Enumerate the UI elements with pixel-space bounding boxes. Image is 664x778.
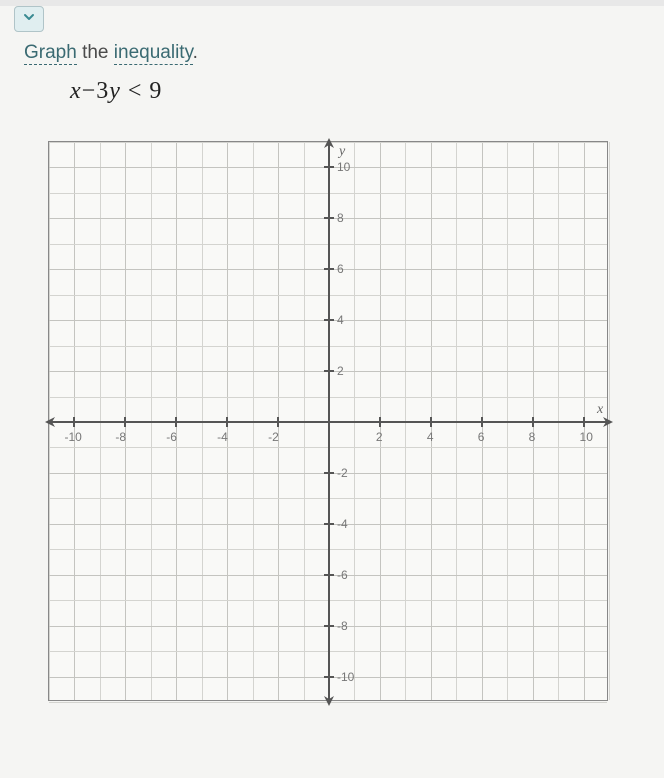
- x-tick: [226, 417, 228, 427]
- x-tick-label: -2: [268, 430, 279, 444]
- instruction-text-middle: the: [77, 42, 114, 63]
- y-tick-label: 2: [337, 364, 344, 378]
- x-tick-label: -8: [115, 430, 126, 444]
- x-tick: [583, 417, 585, 427]
- x-tick-label: -6: [166, 430, 177, 444]
- axis-arrow-icon: [323, 694, 335, 706]
- inequality-expression: x−3y < 9: [70, 78, 664, 105]
- y-tick-label: -2: [337, 466, 348, 480]
- axis-arrow-icon: [601, 416, 613, 428]
- x-tick-label: 2: [376, 430, 383, 444]
- x-tick: [532, 417, 534, 427]
- y-tick: [324, 676, 334, 678]
- rhs-value: 9: [149, 78, 162, 104]
- x-tick: [175, 417, 177, 427]
- y-tick: [324, 268, 334, 270]
- y-tick: [324, 217, 334, 219]
- minus-sign: −: [82, 78, 97, 104]
- y-tick: [324, 625, 334, 627]
- axis-arrow-icon: [45, 416, 57, 428]
- y-axis: [328, 142, 330, 700]
- x-tick-label: -4: [217, 430, 228, 444]
- x-tick-label: 6: [478, 430, 485, 444]
- x-tick-label: 4: [427, 430, 434, 444]
- graph-container: -10-8-6-4-2246810-10-8-6-4-2246810yx: [48, 141, 664, 701]
- y-tick-label: 10: [337, 160, 350, 174]
- x-tick: [124, 417, 126, 427]
- y-tick-label: -8: [337, 619, 348, 633]
- y-tick: [324, 166, 334, 168]
- y-tick: [324, 472, 334, 474]
- var-x: x: [70, 78, 82, 104]
- y-tick: [324, 319, 334, 321]
- chevron-down-icon: [21, 9, 37, 30]
- y-tick-label: -10: [337, 670, 354, 684]
- less-than-sign: <: [128, 78, 143, 104]
- y-tick-label: -4: [337, 517, 348, 531]
- x-tick: [379, 417, 381, 427]
- x-tick: [481, 417, 483, 427]
- x-tick: [430, 417, 432, 427]
- instruction-period: .: [193, 42, 198, 63]
- page: Graph the inequality. x−3y < 9 -10-8-6-4…: [0, 6, 664, 778]
- axis-arrow-icon: [323, 138, 335, 150]
- glossary-link-inequality[interactable]: inequality: [114, 42, 193, 65]
- x-tick: [73, 417, 75, 427]
- coefficient: 3: [96, 78, 109, 104]
- var-y: y: [109, 78, 121, 104]
- x-tick: [277, 417, 279, 427]
- x-tick-label: -10: [64, 430, 81, 444]
- y-tick: [324, 523, 334, 525]
- y-axis-label: y: [339, 144, 345, 160]
- glossary-link-graph[interactable]: Graph: [24, 42, 77, 65]
- y-tick-label: -6: [337, 568, 348, 582]
- expand-toggle-button[interactable]: [14, 6, 44, 32]
- y-tick-label: 6: [337, 262, 344, 276]
- x-tick-label: 10: [580, 430, 593, 444]
- y-tick: [324, 574, 334, 576]
- coordinate-grid[interactable]: -10-8-6-4-2246810-10-8-6-4-2246810yx: [48, 141, 608, 701]
- instruction-text: Graph the inequality.: [24, 42, 664, 64]
- y-tick: [324, 370, 334, 372]
- x-tick-label: 8: [529, 430, 536, 444]
- y-tick-label: 4: [337, 313, 344, 327]
- y-tick-label: 8: [337, 211, 344, 225]
